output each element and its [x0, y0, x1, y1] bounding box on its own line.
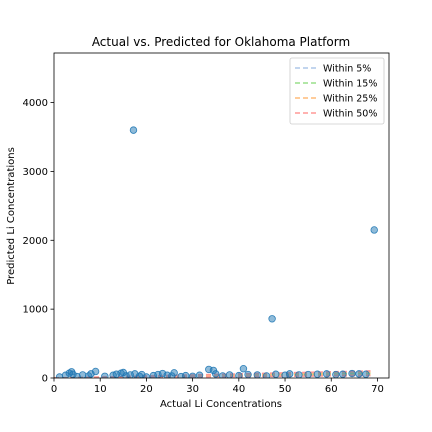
y-tick-label-1000: 1000	[23, 305, 48, 316]
x-tick-label-20: 20	[140, 384, 153, 395]
x-tick-label-70: 70	[371, 384, 384, 395]
data-point-53	[348, 369, 356, 378]
data-point-52	[339, 370, 347, 378]
x-tick-label-0: 0	[51, 384, 57, 395]
data-point-42	[262, 372, 271, 378]
data-point-22	[142, 373, 151, 378]
x-tick-label-30: 30	[186, 384, 199, 395]
data-point-11	[101, 372, 109, 378]
chart-title: Actual vs. Predicted for Oklahoma Platfo…	[92, 35, 350, 49]
y-tick-label-2000: 2000	[23, 236, 48, 247]
y-axis: 0 1000 2000 3000 4000	[23, 98, 54, 385]
data-point-47	[295, 371, 303, 378]
x-tick-label-10: 10	[94, 384, 107, 395]
legend-label-1: Within 5%	[323, 64, 371, 75]
data-point-18	[129, 126, 138, 134]
legend-label-4: Within 50%	[323, 109, 377, 120]
x-tick-label-50: 50	[279, 384, 292, 395]
x-axis: 0 10 20 30 40 50 60 70	[51, 378, 384, 395]
data-point-48	[304, 370, 312, 378]
plot-frame	[53, 52, 390, 379]
data-point-31	[188, 372, 197, 378]
data-point-56	[370, 226, 378, 234]
data-point-44	[272, 370, 280, 378]
legend-label-3: Within 25%	[323, 94, 377, 105]
data-point-10	[91, 367, 100, 376]
data-point-40	[244, 370, 252, 378]
data-point-43	[268, 315, 276, 323]
data-point-51	[332, 370, 340, 378]
data-point-41	[253, 371, 262, 378]
data-point-50	[322, 370, 331, 378]
data-point-49	[313, 370, 322, 378]
data-point-54	[355, 370, 363, 378]
data-point-32	[195, 371, 204, 378]
legend-label-2: Within 15%	[323, 79, 377, 90]
data-point-7	[78, 371, 87, 378]
data-point-37	[225, 371, 234, 378]
data-point-28	[170, 369, 178, 377]
x-axis-label: Actual Li Concentrations	[160, 399, 282, 410]
data-point-35	[212, 370, 220, 378]
data-point-55	[362, 370, 370, 378]
y-tick-label-4000: 4000	[23, 98, 48, 109]
data-point-39	[239, 365, 248, 373]
y-tick-label-3000: 3000	[23, 167, 48, 178]
legend-box	[289, 57, 385, 125]
y-tick-label-0: 0	[42, 374, 48, 385]
data-point-46	[285, 370, 294, 378]
data-point-36	[218, 372, 227, 378]
data-point-38	[235, 371, 243, 378]
legend: Within 5% Within 15% Within 25% Within 50%	[289, 57, 385, 125]
x-tick-label-40: 40	[232, 384, 245, 395]
x-tick-label-60: 60	[325, 384, 338, 395]
plot-area	[53, 52, 390, 379]
y-axis-label: Predicted Li Concentrations	[6, 147, 17, 285]
